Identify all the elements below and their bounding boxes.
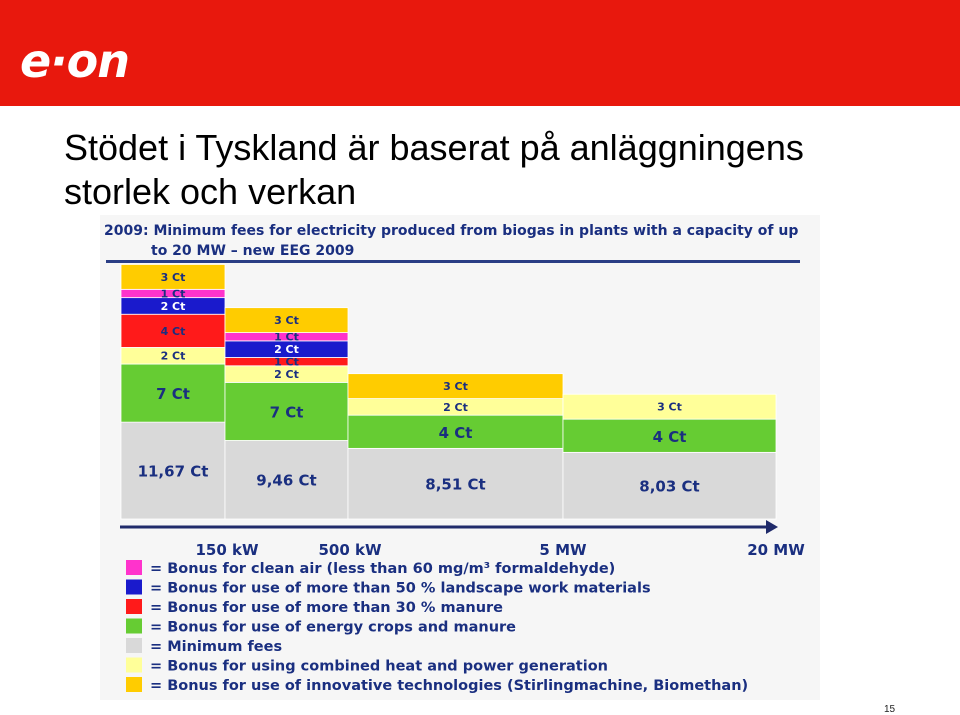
bar-label-innov-2: 3 Ct bbox=[274, 314, 299, 327]
bar-label-energy-3: 4 Ct bbox=[439, 424, 473, 442]
bar-innov-2 bbox=[224, 307, 349, 333]
bar-label-min-2: 9,46 Ct bbox=[256, 472, 316, 490]
bar-label-energy-4: 4 Ct bbox=[653, 428, 687, 446]
stacked-bar-chart: 11,67 Ct7 Ct2 Ct4 Ct2 Ct1 Ct3 Ct9,46 Ct7… bbox=[120, 264, 805, 694]
bar-label-energy-2: 7 Ct bbox=[270, 403, 304, 421]
chart-title-line-1: 2009: Minimum fees for electricity produ… bbox=[104, 223, 799, 239]
legend-label-cleanair: = Bonus for clean air (less than 60 mg/m… bbox=[150, 561, 615, 577]
legend-swatch-energy bbox=[126, 618, 142, 634]
legend-swatch-min bbox=[126, 638, 142, 653]
chart-title-line-2: to 20 MW – new EEG 2009 bbox=[151, 243, 355, 259]
bar-label-chp-2: 2 Ct bbox=[274, 368, 299, 381]
slide-title-line-1: Stödet i Tyskland är baserat på anläggni… bbox=[64, 127, 804, 168]
bar-label-energy-1: 7 Ct bbox=[156, 385, 190, 403]
legend-label-chp: = Bonus for using combined heat and powe… bbox=[150, 659, 608, 675]
bar-label-landscape-1: 2 Ct bbox=[161, 300, 186, 313]
bar-label-manure-1: 4 Ct bbox=[161, 325, 186, 338]
bar-label-chp-1: 2 Ct bbox=[161, 350, 186, 363]
bar-label-cleanair-2: 1 Ct bbox=[274, 331, 299, 344]
bar-label-chp-4: 3 Ct bbox=[657, 401, 682, 414]
x-tick-label-3: 5 MW bbox=[539, 541, 587, 559]
bar-label-chp-3: 2 Ct bbox=[443, 401, 468, 414]
bar-chp-4 bbox=[562, 393, 777, 420]
bar-energy-4 bbox=[562, 418, 777, 453]
legend-label-landscape: = Bonus for use of more than 50 % landsc… bbox=[150, 581, 651, 597]
legend-swatch-cleanair bbox=[126, 560, 142, 575]
bar-min-2 bbox=[224, 440, 349, 520]
bar-innov-3 bbox=[347, 373, 564, 399]
bar-label-min-1: 11,67 Ct bbox=[138, 463, 209, 481]
bar-min-3 bbox=[347, 447, 564, 520]
slide-title: Stödet i Tyskland är baserat på anläggni… bbox=[64, 126, 924, 214]
legend-label-energy: = Bonus for use of energy crops and manu… bbox=[150, 620, 516, 636]
bar-label-landscape-2: 2 Ct bbox=[274, 343, 299, 356]
bar-min-1 bbox=[120, 421, 226, 520]
legend-swatch-chp bbox=[126, 657, 142, 673]
legend-label-min: = Minimum fees bbox=[150, 639, 282, 655]
legend-label-innov: = Bonus for use of innovative technologi… bbox=[150, 678, 748, 694]
legend-swatch-landscape bbox=[126, 579, 142, 595]
bar-innov-1 bbox=[120, 264, 226, 290]
bar-label-cleanair-1: 1 Ct bbox=[161, 287, 186, 300]
page-number: 15 bbox=[884, 704, 896, 715]
eon-logo: e·on bbox=[20, 34, 130, 88]
x-axis-arrowhead bbox=[766, 520, 778, 534]
bar-label-min-3: 8,51 Ct bbox=[425, 476, 485, 494]
legend-swatch-manure bbox=[126, 599, 142, 614]
slide-title-line-2: storlek och verkan bbox=[64, 171, 357, 212]
brand-bar: e·on bbox=[0, 0, 960, 106]
x-tick-label-4: 20 MW bbox=[747, 541, 805, 559]
chart-title-rule bbox=[106, 260, 800, 263]
bar-label-innov-3: 3 Ct bbox=[443, 380, 468, 393]
chart-title: 2009: Minimum fees for electricity produ… bbox=[104, 221, 804, 261]
x-tick-label-2: 500 kW bbox=[318, 541, 382, 559]
legend-swatch-innov bbox=[126, 677, 142, 692]
x-tick-label-1: 150 kW bbox=[195, 541, 259, 559]
bar-min-4 bbox=[562, 451, 777, 520]
bar-label-min-4: 8,03 Ct bbox=[639, 478, 699, 496]
bar-manure-1 bbox=[120, 313, 226, 348]
legend-label-manure: = Bonus for use of more than 30 % manure bbox=[150, 600, 503, 616]
bar-energy-3 bbox=[347, 414, 564, 449]
bar-label-manure-2: 1 Ct bbox=[274, 356, 299, 369]
bar-label-innov-1: 3 Ct bbox=[161, 271, 186, 284]
